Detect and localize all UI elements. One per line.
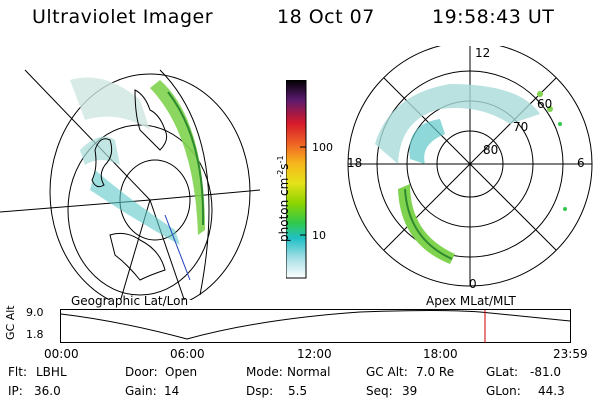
polar-lat-label-70: 70 — [513, 120, 529, 134]
colorbar-label-s: s — [277, 163, 291, 170]
status-glat-value: -81.0 — [530, 365, 562, 379]
polar-caption: Apex MLat/MLT — [426, 294, 516, 308]
polar-plot-panel — [347, 46, 593, 287]
status-door-label: Door: — [125, 365, 158, 379]
polar-label-6: 6 — [577, 156, 585, 170]
polar-label-18: 18 — [347, 156, 363, 170]
geo-meridian — [149, 199, 185, 300]
polar-label-0: 0 — [469, 277, 477, 291]
geo-meridian — [149, 189, 260, 201]
status-flt-value: LBHL — [36, 365, 67, 379]
aurora-emission — [150, 80, 205, 235]
aurora-oval — [404, 188, 453, 260]
continent-outline — [91, 138, 113, 188]
timeline-xtick: 00:00 — [44, 347, 79, 361]
colorbar-tick-label: 10 — [312, 229, 326, 242]
aurora-spot — [547, 106, 553, 112]
geo-meridian — [24, 69, 151, 201]
colorbar-label-text: photon cm — [277, 177, 291, 242]
altitude-timeline — [60, 309, 571, 343]
colorbar — [286, 80, 307, 279]
continent-outline — [134, 89, 168, 151]
aurora-oval — [375, 84, 540, 164]
status-door-value: Open — [165, 365, 198, 379]
status-glat-label: GLat: — [486, 365, 519, 379]
timeline-ytick: 1.8 — [26, 328, 44, 341]
aurora-emission — [167, 91, 205, 226]
status-gcalt-value: 7.0 Re — [416, 365, 455, 379]
timeline-ytick: 9.0 — [26, 306, 44, 319]
status-mode-value: Normal — [287, 365, 331, 379]
status-dsp-value: 5.5 — [288, 384, 308, 398]
status-ip-label: IP: — [8, 384, 23, 398]
status-ip-value: 36.0 — [34, 384, 61, 398]
header-title: Ultraviolet Imager — [32, 6, 214, 28]
timeline-frame — [60, 309, 571, 343]
altitude-curve — [60, 310, 571, 340]
geo-lat-circle — [67, 124, 213, 296]
status-glon-value: 44.3 — [538, 384, 565, 398]
geographic-map-panel — [0, 69, 260, 300]
aurora-spot — [563, 207, 567, 211]
status-gain-value: 14 — [164, 384, 180, 398]
timeline-xtick: 06:00 — [170, 347, 205, 361]
aurora-oval — [409, 119, 445, 164]
polar-label-12: 12 — [475, 46, 491, 60]
aurora-spot — [558, 122, 562, 126]
aurora-spot — [537, 91, 543, 97]
geo-caption: Geographic Lat/Lon — [71, 294, 189, 308]
colorbar-label-exp2: -1 — [276, 155, 285, 164]
status-seq-value: 39 — [402, 384, 418, 398]
status-flt-label: Flt: — [8, 365, 27, 379]
colorbar-scale — [286, 80, 307, 279]
status-gcalt-label: GC Alt: — [366, 365, 408, 379]
colorbar-label-exp1: -2 — [276, 169, 285, 178]
timeline-xtick: 12:00 — [297, 347, 332, 361]
status-glon-label: GLon: — [486, 384, 521, 398]
satellite-track — [164, 214, 191, 281]
status-dsp-label: Dsp: — [246, 384, 274, 398]
earth-limb — [49, 73, 251, 300]
timeline-xtick: 23:59 — [553, 347, 588, 361]
aurora-emission — [90, 170, 180, 245]
colorbar-label: photon cm-2s-1 — [276, 155, 291, 242]
colorbar-tick-label: 100 — [312, 141, 333, 154]
timeline-ylabel: GC Alt — [4, 305, 17, 340]
timeline-xtick: 18:00 — [423, 347, 458, 361]
aurora-emission — [70, 77, 150, 130]
continent-outline — [109, 232, 166, 281]
terminator-arc — [159, 69, 210, 296]
polar-lat-label-60: 60 — [537, 97, 553, 111]
status-seq-label: Seq: — [366, 384, 393, 398]
aurora-oval — [398, 184, 455, 264]
polar-lat-label-80: 80 — [483, 143, 499, 157]
status-mode-label: Mode: — [246, 365, 283, 379]
header-date: 18 Oct 07 — [277, 6, 375, 28]
status-gain-label: Gain: — [125, 384, 157, 398]
header-time: 19:58:43 UT — [432, 6, 555, 28]
